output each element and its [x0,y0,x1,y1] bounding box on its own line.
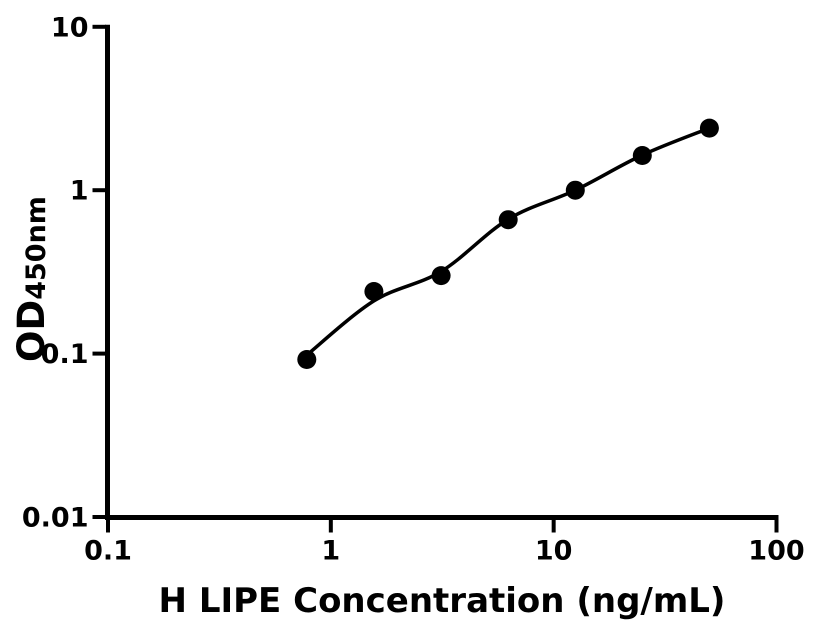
data-point-marker [632,146,652,165]
y-tick-label: 10 [51,12,89,43]
data-point-marker [565,180,585,200]
data-point-marker [364,282,384,301]
data-point-marker [699,118,719,138]
y-axis-title-main: OD [9,299,53,362]
x-tick-label: 10 [535,536,573,567]
y-tick-label: 0.1 [41,339,89,370]
x-tick-label: 0.1 [84,536,132,567]
x-tick-label: 100 [748,536,804,567]
x-axis-title: H LIPE Concentration (ng/mL) [158,581,726,621]
data-point-marker [297,350,317,369]
data-point-marker [431,266,451,286]
data-point-marker [498,210,518,230]
y-tick-label: 0.01 [22,503,89,534]
y-axis-title: OD 450nm [1,129,61,429]
y-tick-label: 1 [70,176,89,207]
x-tick-label: 1 [321,536,340,567]
y-axis-title-subscript: 450nm [21,196,53,300]
